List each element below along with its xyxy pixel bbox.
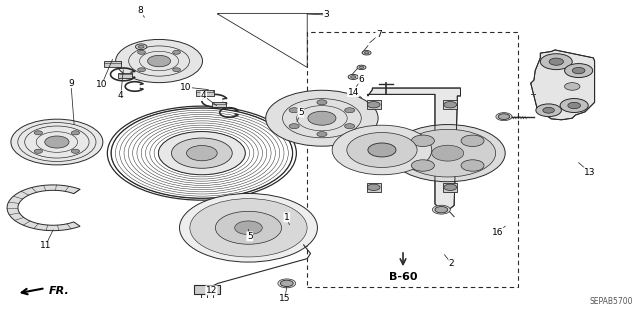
Circle shape (461, 135, 484, 146)
Circle shape (308, 111, 336, 125)
Circle shape (367, 184, 380, 190)
Circle shape (444, 101, 457, 108)
Text: 13: 13 (584, 168, 595, 177)
FancyBboxPatch shape (118, 73, 132, 78)
Text: 4: 4 (118, 91, 124, 100)
Circle shape (317, 132, 327, 137)
Text: 9: 9 (68, 79, 74, 88)
Text: 6: 6 (358, 75, 364, 84)
Circle shape (432, 145, 464, 161)
Polygon shape (7, 185, 80, 231)
Text: 1: 1 (284, 213, 290, 222)
Text: 16: 16 (492, 228, 503, 237)
Circle shape (148, 55, 171, 67)
FancyBboxPatch shape (104, 61, 122, 67)
Circle shape (564, 63, 593, 78)
Text: 7: 7 (376, 31, 381, 40)
Text: 5: 5 (247, 232, 253, 241)
Circle shape (138, 45, 144, 48)
Circle shape (400, 129, 495, 177)
Polygon shape (368, 88, 461, 210)
Circle shape (289, 108, 300, 113)
Circle shape (344, 124, 355, 129)
Text: 14: 14 (348, 88, 359, 97)
Circle shape (317, 100, 327, 105)
Polygon shape (531, 50, 595, 120)
Circle shape (367, 101, 380, 108)
Circle shape (138, 50, 145, 54)
Circle shape (364, 52, 369, 54)
Text: 10: 10 (180, 83, 191, 92)
Circle shape (390, 124, 505, 182)
Text: 10: 10 (96, 80, 108, 89)
Text: FR.: FR. (49, 286, 69, 296)
Circle shape (543, 108, 554, 113)
Text: 3: 3 (323, 11, 329, 19)
Circle shape (173, 68, 180, 72)
Circle shape (289, 124, 300, 129)
Circle shape (564, 83, 580, 90)
FancyBboxPatch shape (367, 100, 381, 109)
Circle shape (412, 135, 435, 146)
FancyBboxPatch shape (196, 90, 214, 96)
FancyBboxPatch shape (193, 285, 220, 294)
Text: 2: 2 (449, 259, 454, 268)
Circle shape (461, 160, 484, 171)
Circle shape (136, 44, 147, 50)
Circle shape (435, 206, 448, 213)
Circle shape (540, 54, 572, 70)
Text: 4: 4 (201, 92, 207, 100)
Circle shape (266, 90, 378, 146)
Circle shape (138, 68, 145, 72)
Circle shape (71, 131, 79, 135)
Circle shape (179, 194, 317, 262)
Text: 8: 8 (137, 6, 143, 15)
Circle shape (11, 119, 103, 165)
Circle shape (278, 279, 296, 288)
Circle shape (359, 66, 364, 69)
Circle shape (235, 221, 262, 235)
Circle shape (572, 67, 585, 74)
Circle shape (186, 145, 217, 161)
Circle shape (45, 136, 69, 148)
Circle shape (34, 149, 42, 153)
Circle shape (332, 125, 432, 175)
Circle shape (71, 149, 79, 153)
Circle shape (444, 184, 457, 190)
Circle shape (412, 160, 435, 171)
Text: 15: 15 (279, 294, 291, 303)
Circle shape (549, 58, 563, 65)
Circle shape (348, 74, 358, 79)
Circle shape (357, 65, 366, 70)
FancyBboxPatch shape (444, 100, 458, 109)
Circle shape (433, 205, 451, 214)
Circle shape (368, 143, 396, 157)
Circle shape (159, 131, 245, 175)
Circle shape (172, 138, 232, 168)
Text: 12: 12 (205, 286, 217, 295)
FancyBboxPatch shape (367, 183, 381, 192)
Circle shape (116, 40, 202, 83)
Circle shape (34, 131, 42, 135)
Circle shape (498, 114, 509, 120)
Text: 11: 11 (40, 241, 51, 250)
Text: 5: 5 (298, 108, 304, 117)
Circle shape (344, 108, 355, 113)
Circle shape (362, 50, 371, 55)
Text: B-60: B-60 (388, 272, 417, 282)
FancyBboxPatch shape (444, 183, 458, 192)
Circle shape (347, 132, 417, 167)
Text: SEPAB5700: SEPAB5700 (589, 297, 633, 306)
Circle shape (568, 102, 580, 109)
Circle shape (216, 211, 282, 244)
FancyBboxPatch shape (212, 102, 226, 108)
Circle shape (560, 99, 588, 113)
Circle shape (496, 113, 512, 121)
Circle shape (280, 280, 293, 286)
Circle shape (536, 104, 561, 117)
Circle shape (173, 50, 180, 54)
Circle shape (351, 76, 356, 78)
Circle shape (190, 199, 307, 257)
